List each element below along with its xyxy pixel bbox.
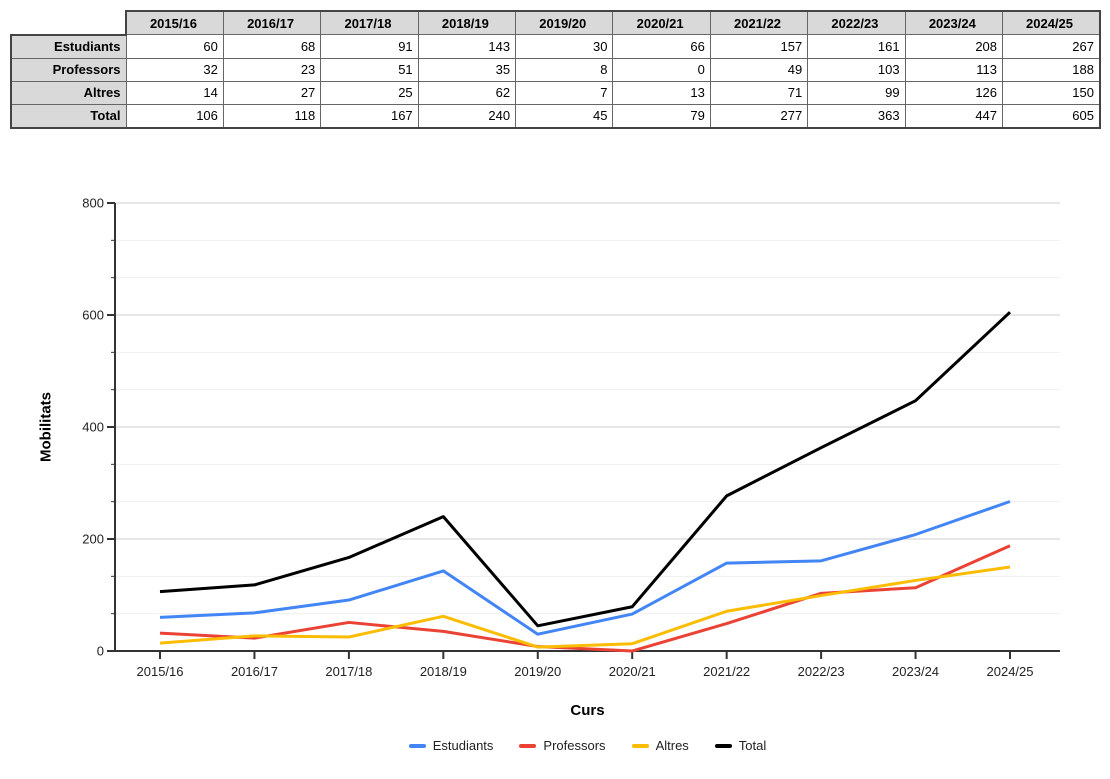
- series-line-total: [159, 311, 1012, 628]
- year-header-cell: 2018/19: [417, 10, 517, 35]
- y-axis-title: Mobilitats: [37, 392, 55, 462]
- value-cell: 35: [417, 57, 517, 82]
- value-cell: 208: [904, 34, 1004, 59]
- value-cell: 14: [125, 80, 224, 105]
- value-cell: 99: [807, 80, 906, 105]
- x-tick-label: 2022/23: [798, 664, 845, 679]
- chart-legend: Estudiants Professors Altres Total: [65, 738, 1110, 753]
- table-corner-cell: [11, 11, 126, 35]
- value-cell: 605: [1002, 103, 1102, 129]
- x-tick-label: 2021/22: [703, 664, 750, 679]
- value-cell: 60: [125, 34, 224, 59]
- value-cell: 363: [807, 103, 906, 129]
- row-label-cell: Total: [10, 103, 127, 129]
- value-cell: 45: [515, 103, 614, 129]
- x-tick-label: 2019/20: [514, 664, 561, 679]
- series-line-estudiants: [159, 500, 1011, 636]
- x-tick-label: 2023/24: [892, 664, 939, 679]
- table-header: 2015/16 2016/17 2017/18 2018/19 2019/20 2020/…: [11, 10, 1102, 35]
- series-line-professors: [159, 544, 1011, 653]
- value-cell: 25: [320, 80, 419, 105]
- x-tick-label: 2017/18: [325, 664, 372, 679]
- table-row: Altres 14 27 25 62 7 13 71 99 126 150: [10, 80, 1102, 105]
- legend-label: Total: [738, 738, 767, 753]
- row-label-cell: Altres: [10, 80, 127, 105]
- value-cell: 157: [709, 34, 809, 59]
- year-header-cell: 2021/22: [709, 10, 809, 35]
- series-line-altres: [159, 565, 1011, 649]
- legend-item-professors: Professors: [519, 738, 606, 753]
- year-header-cell: 2017/18: [320, 10, 419, 35]
- table-row: Total 106 118 167 240 45 79 277 363 447 605: [10, 103, 1102, 129]
- y-tick-label: 400: [82, 420, 104, 435]
- mobility-line-chart: 0 200 400 600 800 2015/16 2016/17 2017/18 2018/1…: [0, 150, 1110, 779]
- row-label-cell: Estudiants: [10, 33, 127, 59]
- legend-swatch-icon: [714, 743, 732, 748]
- year-header-cell: 2020/21: [612, 10, 711, 35]
- table-header-row: 2015/16 2016/17 2017/18 2018/19 2019/20 2020/…: [11, 10, 1102, 35]
- value-cell: 51: [320, 57, 419, 82]
- value-cell: 27: [222, 80, 322, 105]
- value-cell: 447: [904, 103, 1004, 129]
- legend-swatch-icon: [408, 743, 426, 748]
- legend-label: Estudiants: [432, 738, 494, 753]
- value-cell: 277: [709, 103, 809, 129]
- value-cell: 143: [417, 34, 517, 59]
- value-cell: 188: [1002, 57, 1102, 82]
- value-cell: 8: [515, 57, 614, 82]
- value-cell: 30: [515, 34, 614, 59]
- value-cell: 167: [320, 103, 419, 129]
- value-cell: 71: [709, 80, 809, 105]
- row-label-cell: Professors: [10, 57, 127, 82]
- legend-item-estudiants: Estudiants: [408, 738, 494, 753]
- value-cell: 32: [125, 57, 224, 82]
- value-cell: 49: [709, 57, 809, 82]
- value-cell: 118: [222, 103, 322, 129]
- value-cell: 7: [515, 80, 614, 105]
- year-header-cell: 2024/25: [1002, 10, 1102, 35]
- x-axis-title: Curs: [570, 702, 605, 719]
- value-cell: 161: [807, 34, 906, 59]
- x-tick-label: 2024/25: [987, 664, 1034, 679]
- value-cell: 103: [807, 57, 906, 82]
- value-cell: 150: [1002, 80, 1102, 105]
- value-cell: 267: [1002, 34, 1102, 59]
- value-cell: 66: [612, 34, 711, 59]
- legend-label: Altres: [655, 738, 689, 753]
- x-tick-label: 2015/16: [137, 664, 184, 679]
- year-header-cell: 2015/16: [124, 10, 224, 35]
- value-cell: 113: [904, 57, 1004, 82]
- legend-swatch-icon: [631, 743, 649, 748]
- table-row: Estudiants 60 68 91 143 30 66 157 161 208 267: [10, 33, 1102, 59]
- value-cell: 240: [417, 103, 517, 129]
- value-cell: 91: [320, 34, 419, 59]
- value-cell: 13: [612, 80, 711, 105]
- y-tick-label: 600: [82, 308, 104, 323]
- mobility-table: 2015/16 2016/17 2017/18 2018/19 2019/20 2020/…: [10, 10, 1102, 129]
- value-cell: 126: [904, 80, 1004, 105]
- table-body: Estudiants 60 68 91 143 30 66 157 161 208 267 Profe…: [10, 33, 1102, 129]
- x-tick-label: 2016/17: [231, 664, 278, 679]
- legend-item-altres: Altres: [631, 738, 689, 753]
- legend-swatch-icon: [519, 743, 537, 748]
- year-header-cell: 2019/20: [515, 10, 614, 35]
- legend-item-total: Total: [714, 738, 767, 753]
- line-chart-canvas: 0 200 400 600 800 2015/16 2016/17 2017/18 2018/1…: [82, 196, 1060, 679]
- value-cell: 62: [417, 80, 517, 105]
- value-cell: 23: [222, 57, 322, 82]
- legend-label: Professors: [543, 738, 606, 753]
- x-tick-label: 2020/21: [609, 664, 656, 679]
- y-tick-label: 800: [82, 196, 104, 211]
- value-cell: 0: [612, 57, 711, 82]
- y-tick-label: 200: [82, 532, 104, 547]
- year-header-cell: 2022/23: [807, 10, 906, 35]
- y-tick-label: 0: [97, 644, 104, 659]
- year-header-cell: 2023/24: [904, 10, 1004, 35]
- value-cell: 68: [222, 34, 322, 59]
- table-row: Professors 32 23 51 35 8 0 49 103 113 188: [10, 57, 1102, 82]
- year-header-cell: 2016/17: [222, 10, 322, 35]
- x-tick-label: 2018/19: [420, 664, 467, 679]
- value-cell: 79: [612, 103, 711, 129]
- value-cell: 106: [125, 103, 224, 129]
